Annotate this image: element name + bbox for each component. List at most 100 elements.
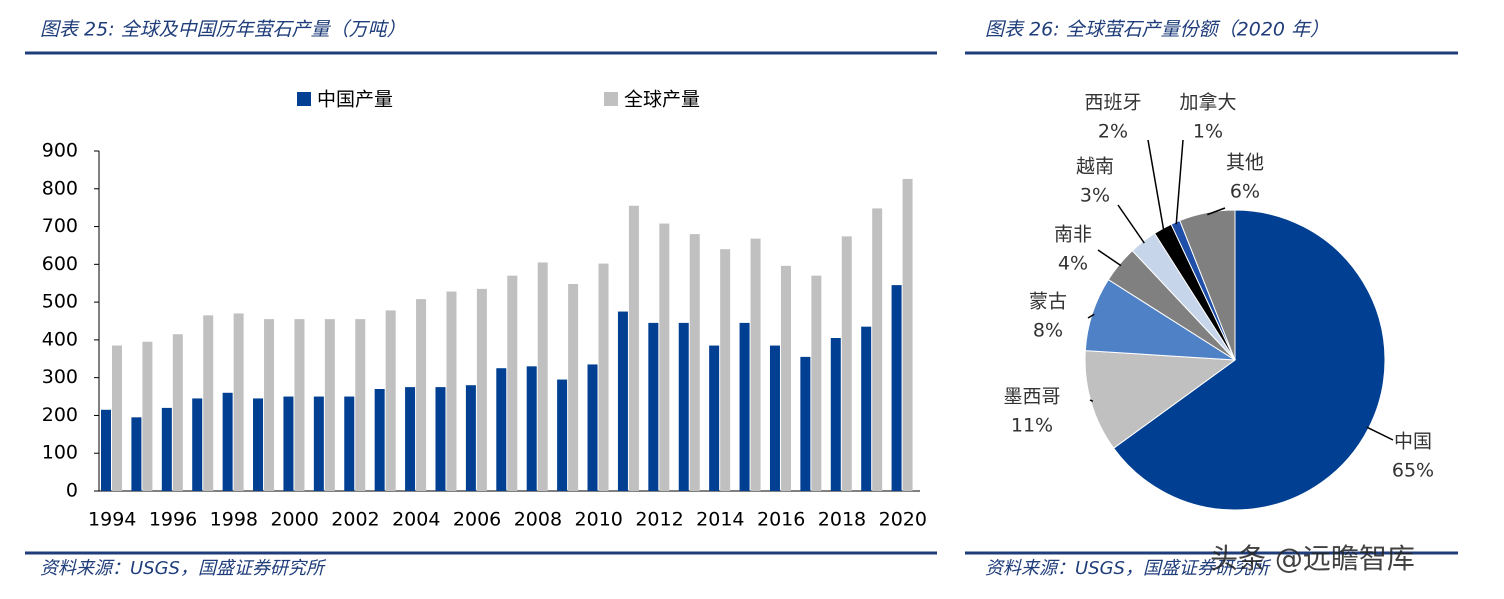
- bar: [648, 322, 659, 491]
- bar: [689, 234, 700, 491]
- bar: [678, 322, 689, 491]
- leader-line: [1147, 139, 1165, 231]
- pie-slice: [1179, 209, 1236, 361]
- bar: [172, 334, 183, 491]
- bar: [192, 398, 203, 491]
- y-tick-label: 100: [42, 442, 78, 464]
- bar: [872, 208, 883, 491]
- bar: [161, 407, 172, 491]
- leader-line: [1117, 204, 1145, 244]
- bar: [283, 396, 294, 491]
- x-tick-label: 2000: [270, 509, 318, 531]
- slice-label: 西班牙: [1084, 92, 1141, 114]
- y-tick-label: 500: [42, 291, 78, 313]
- slice-label: 中国: [1394, 431, 1432, 453]
- bar: [131, 417, 142, 491]
- x-tick-label: 2020: [879, 509, 927, 531]
- bar-chart: 0 100 200 300 400 500 600 700 800 900 中国产量 全球产量 1994…: [42, 89, 927, 531]
- bar: [720, 249, 731, 491]
- bar: [902, 178, 913, 491]
- y-tick-label: 300: [42, 366, 78, 388]
- bar: [739, 322, 750, 491]
- x-tick-label: 2006: [453, 509, 501, 531]
- bar: [233, 313, 244, 491]
- bar: [769, 345, 780, 491]
- pie-chart: 中国 65% 墨西哥 11% 蒙古 8% 南非 4% 越南 3% 西班牙 2% 加拿大 1%其他 6%: [1003, 91, 1434, 511]
- x-tick-label: 2014: [696, 509, 744, 531]
- bar: [435, 387, 446, 491]
- bar: [587, 364, 598, 491]
- bar: [101, 409, 111, 491]
- chart-title: 图表 26: 全球萤石产量份额（2020 年）: [985, 19, 1329, 41]
- slice-label: 南非: [1054, 224, 1092, 246]
- source: 资料来源：USGS，国盛证券研究所: [40, 558, 327, 579]
- bar: [355, 319, 366, 491]
- slice-label: 蒙古: [1029, 291, 1067, 313]
- bar: [750, 238, 761, 491]
- x-tick-label: 2002: [331, 509, 379, 531]
- bar: [628, 205, 639, 491]
- x-tick-label: 1996: [149, 509, 197, 531]
- bar: [324, 319, 335, 491]
- legend-label: 全球产量: [624, 89, 700, 111]
- slice-value: 8%: [1033, 320, 1063, 342]
- slice-value: 4%: [1058, 253, 1088, 275]
- watermark: 头条 @远瞻智库: [1210, 542, 1415, 575]
- source: 资料来源：USGS，国盛证券研究所: [985, 558, 1272, 579]
- leader-line: [1097, 249, 1122, 267]
- legend-swatch: [604, 92, 618, 106]
- bar: [142, 341, 153, 491]
- bar: [446, 291, 457, 491]
- bar: [780, 265, 791, 491]
- slice-label: 越南: [1076, 156, 1114, 178]
- bar: [405, 387, 416, 491]
- bar: [557, 379, 568, 491]
- bar: [112, 345, 122, 491]
- y-tick-label: 900: [42, 140, 78, 162]
- pie-slice: [1084, 350, 1237, 449]
- legend-label: 中国产量: [317, 89, 393, 111]
- x-tick-label: 2008: [514, 509, 562, 531]
- bar: [465, 385, 476, 491]
- bar: [507, 275, 518, 491]
- bar: [476, 288, 487, 491]
- bar: [861, 326, 872, 491]
- bar: [374, 389, 385, 491]
- bar: [617, 311, 628, 491]
- y-tick-label: 0: [66, 480, 78, 502]
- x-tick-label: 2010: [575, 509, 623, 531]
- leader-line: [1207, 207, 1226, 216]
- x-tick-label: 2004: [392, 509, 440, 531]
- bar: [568, 283, 579, 491]
- slice-value: 2%: [1098, 121, 1128, 143]
- slice-label: 加拿大: [1179, 91, 1236, 114]
- chart-title: 图表 25: 全球及中国历年萤石产量（万吨）: [40, 19, 406, 41]
- bar: [709, 345, 720, 491]
- leader-line: [1089, 399, 1094, 402]
- x-tick-label: 2018: [818, 509, 866, 531]
- bar: [344, 396, 355, 491]
- bar: [203, 315, 214, 491]
- x-tick-label: 1998: [210, 509, 258, 531]
- bar: [496, 368, 507, 491]
- bar: [811, 275, 822, 491]
- slice-value: 6%: [1230, 181, 1260, 203]
- bar: [830, 338, 841, 491]
- bar: [598, 263, 609, 491]
- bar: [222, 392, 233, 491]
- bar: [253, 398, 264, 491]
- bar: [526, 366, 537, 491]
- x-tick-label: 2016: [757, 509, 805, 531]
- bar: [537, 262, 548, 491]
- slice-label: 其他: [1226, 152, 1264, 174]
- bar: [841, 236, 852, 491]
- slice-value: 11%: [1011, 415, 1053, 437]
- y-tick-label: 400: [42, 328, 78, 350]
- x-tick-label: 1994: [88, 509, 136, 531]
- leader-line: [1366, 426, 1394, 441]
- bar: [416, 299, 427, 491]
- y-tick-label: 600: [42, 253, 78, 275]
- legend-swatch: [297, 92, 311, 106]
- y-tick-label: 200: [42, 404, 78, 426]
